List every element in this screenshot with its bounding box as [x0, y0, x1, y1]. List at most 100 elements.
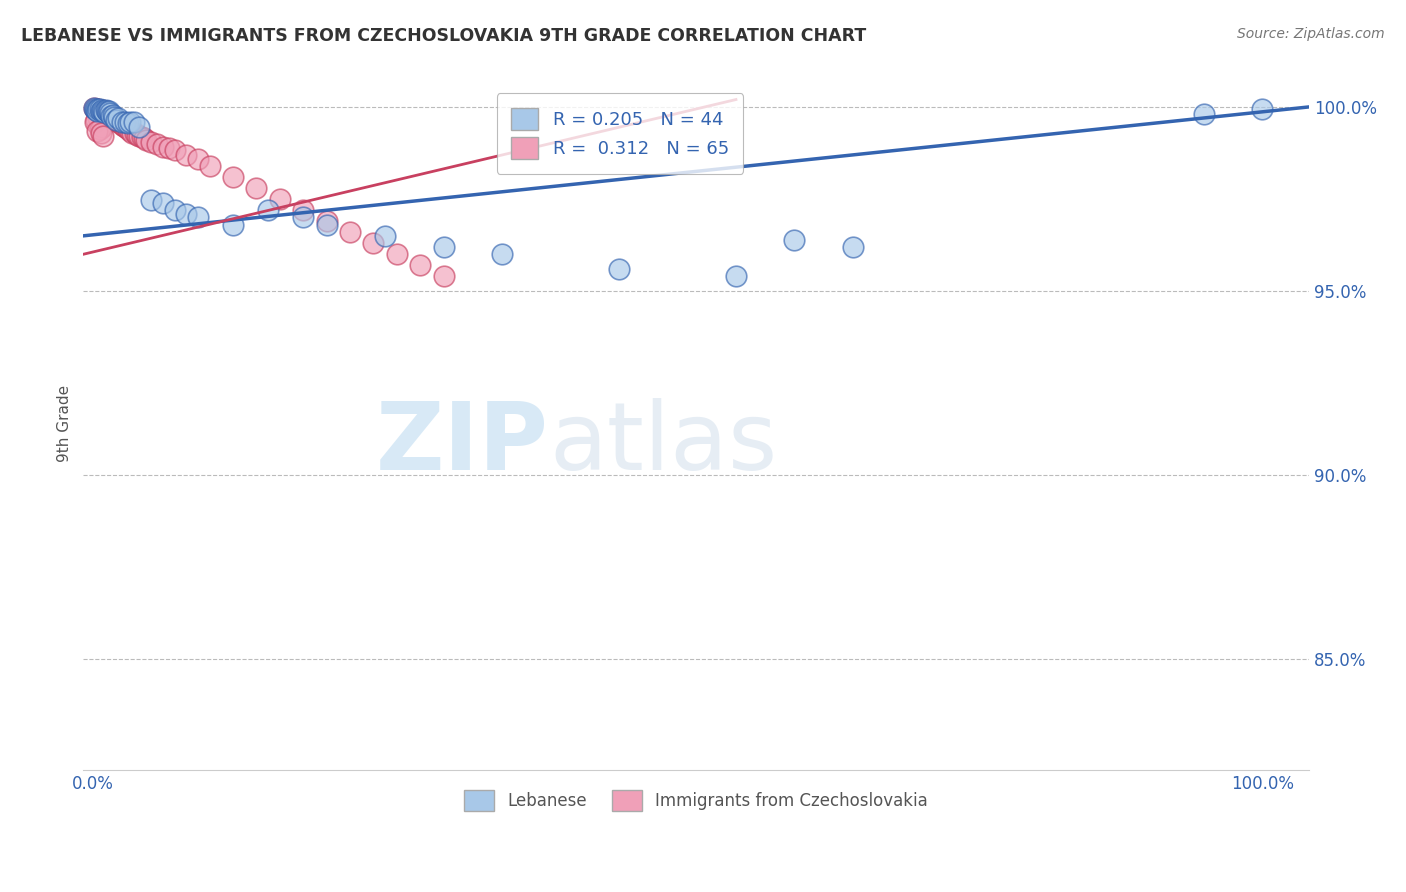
- Point: [98, 106, 121, 120]
- Point: [98, 104, 121, 119]
- Point: [245, 181, 267, 195]
- Point: [100, 109, 122, 123]
- Point: [84, 102, 107, 116]
- Point: [112, 119, 135, 133]
- Point: [432, 269, 454, 284]
- Point: [842, 240, 865, 254]
- Point: [128, 129, 150, 144]
- Point: [90, 103, 112, 118]
- Point: [87, 111, 110, 125]
- Point: [105, 114, 128, 128]
- Point: [315, 214, 337, 228]
- Point: [152, 195, 174, 210]
- Point: [117, 122, 139, 136]
- Point: [94, 104, 117, 119]
- Point: [84, 114, 107, 128]
- Point: [222, 218, 245, 232]
- Point: [83, 101, 105, 115]
- Point: [128, 120, 150, 135]
- Y-axis label: 9th Grade: 9th Grade: [58, 385, 72, 462]
- Point: [87, 102, 110, 116]
- Point: [91, 104, 114, 119]
- Point: [91, 120, 114, 135]
- Point: [122, 115, 145, 129]
- Point: [121, 126, 143, 140]
- Point: [135, 133, 157, 147]
- Point: [107, 114, 129, 128]
- Point: [103, 111, 125, 125]
- Point: [91, 104, 114, 119]
- Point: [114, 120, 136, 135]
- Point: [131, 130, 153, 145]
- Point: [84, 102, 107, 116]
- Text: atlas: atlas: [550, 399, 778, 491]
- Point: [89, 122, 111, 136]
- Point: [103, 110, 125, 124]
- Point: [86, 124, 108, 138]
- Point: [93, 109, 115, 123]
- Point: [89, 103, 111, 118]
- Point: [96, 104, 118, 119]
- Point: [432, 240, 454, 254]
- Point: [120, 114, 142, 128]
- Point: [491, 247, 513, 261]
- Point: [108, 115, 131, 129]
- Text: Source: ZipAtlas.com: Source: ZipAtlas.com: [1237, 27, 1385, 41]
- Point: [97, 105, 120, 120]
- Point: [157, 141, 180, 155]
- Point: [187, 211, 209, 225]
- Point: [90, 103, 112, 118]
- Point: [111, 114, 134, 128]
- Point: [292, 211, 315, 225]
- Point: [107, 111, 129, 125]
- Point: [222, 169, 245, 184]
- Point: [104, 112, 127, 126]
- Point: [86, 103, 108, 118]
- Point: [100, 109, 122, 123]
- Point: [105, 112, 128, 127]
- Text: LEBANESE VS IMMIGRANTS FROM CZECHOSLOVAKIA 9TH GRADE CORRELATION CHART: LEBANESE VS IMMIGRANTS FROM CZECHOSLOVAK…: [21, 27, 866, 45]
- Point: [84, 103, 107, 117]
- Point: [269, 192, 291, 206]
- Point: [83, 101, 105, 115]
- Point: [163, 144, 186, 158]
- Point: [105, 112, 128, 127]
- Point: [98, 106, 121, 120]
- Point: [152, 139, 174, 153]
- Point: [257, 202, 280, 217]
- Point: [84, 103, 107, 117]
- Point: [315, 218, 337, 232]
- Point: [120, 124, 142, 138]
- Point: [724, 269, 747, 284]
- Point: [110, 116, 132, 130]
- Legend: Lebanese, Immigrants from Czechoslovakia: Lebanese, Immigrants from Czechoslovakia: [451, 777, 942, 824]
- Point: [98, 108, 121, 122]
- Point: [146, 137, 169, 152]
- Point: [1192, 107, 1215, 121]
- Point: [111, 118, 134, 132]
- Point: [174, 207, 197, 221]
- Point: [127, 128, 149, 142]
- Point: [363, 236, 385, 251]
- Point: [409, 258, 432, 272]
- Point: [89, 103, 111, 117]
- Point: [101, 108, 124, 122]
- Point: [91, 103, 114, 117]
- Point: [97, 107, 120, 121]
- Point: [86, 103, 108, 118]
- Point: [93, 105, 115, 120]
- Point: [1251, 102, 1274, 116]
- Text: ZIP: ZIP: [377, 399, 550, 491]
- Point: [783, 233, 806, 247]
- Point: [90, 126, 112, 140]
- Point: [132, 131, 155, 145]
- Point: [139, 135, 162, 149]
- Point: [163, 202, 186, 217]
- Point: [91, 103, 114, 118]
- Point: [93, 105, 115, 120]
- Point: [607, 262, 630, 277]
- Point: [101, 110, 124, 124]
- Point: [187, 152, 209, 166]
- Point: [292, 202, 315, 217]
- Point: [374, 228, 396, 243]
